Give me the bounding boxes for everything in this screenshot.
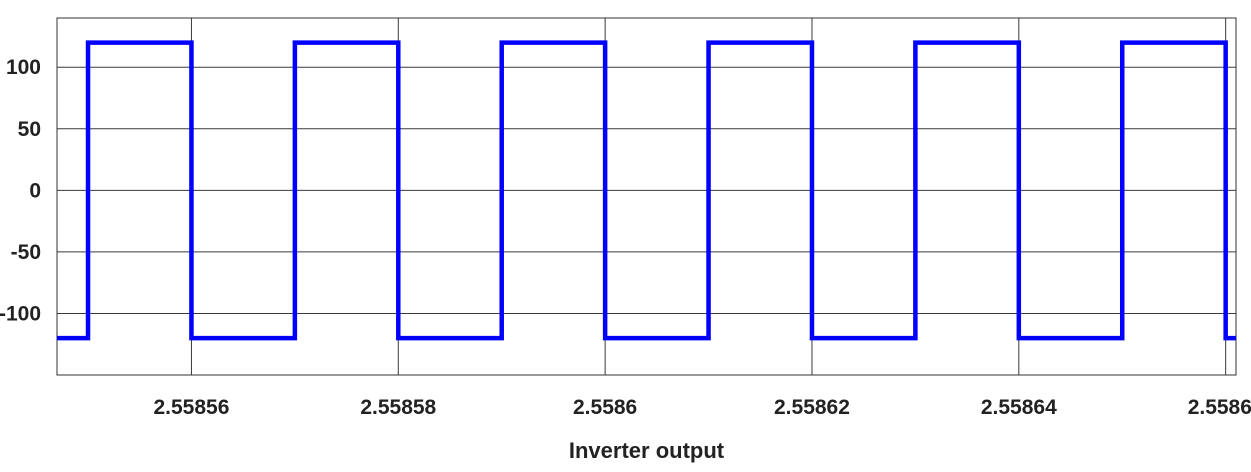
plot-area (56, 17, 1237, 376)
y-tick-label: 0 (29, 179, 41, 202)
x-tick-label: 2.55858 (360, 396, 436, 419)
y-tick-label: -50 (11, 241, 41, 264)
x-tick-label: 2.55856 (153, 396, 229, 419)
y-tick-label: -100 (0, 302, 41, 325)
x-axis-ticks: 2.55856 2.55858 2.5586 2.55862 2.55864 2.5586… (153, 396, 1251, 419)
y-axis-ticks: -100 -50 0 50 100 (0, 56, 41, 325)
series-line-1 (57, 40, 1236, 341)
y-tick-label: 50 (18, 118, 41, 141)
x-tick-label: 2.5586 (573, 396, 637, 419)
x-tick-label: 2.55866 (1188, 396, 1251, 419)
series-layer (57, 40, 1236, 341)
grid (57, 18, 1236, 375)
x-tick-label: 2.55864 (981, 396, 1057, 419)
x-tick-label: 2.55862 (774, 396, 850, 419)
x-axis-title: Inverter output (569, 438, 725, 463)
y-tick-label: 100 (6, 56, 41, 79)
